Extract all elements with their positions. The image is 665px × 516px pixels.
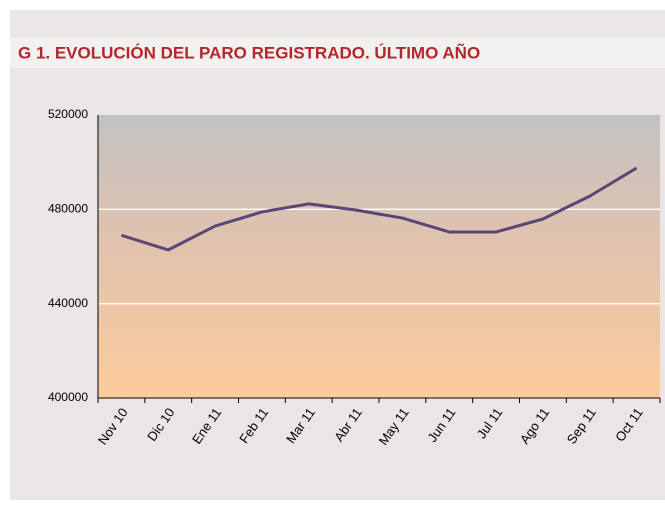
chart-title: G 1. EVOLUCIÓN DEL PARO REGISTRADO. ÚLTI…	[18, 42, 480, 62]
plot-area	[98, 115, 660, 398]
data-line	[120, 166, 638, 252]
y-tick-label: 480000	[48, 202, 88, 216]
y-tick-label: 440000	[48, 296, 88, 310]
title-band	[10, 38, 665, 68]
y-tick-label: 400000	[48, 390, 88, 404]
y-tick-label: 520000	[48, 107, 88, 121]
